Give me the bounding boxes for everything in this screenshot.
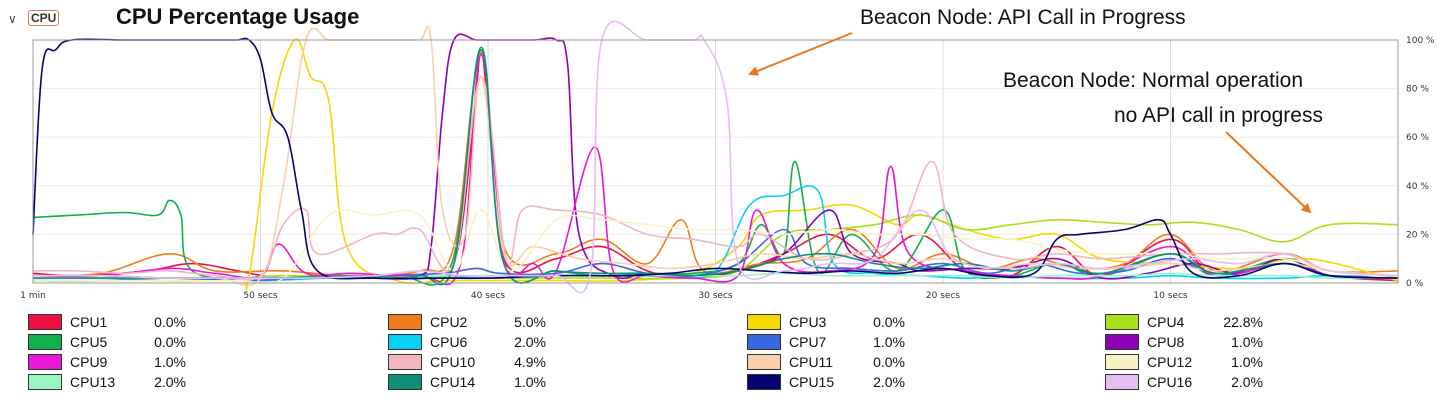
series-line-cpu10 xyxy=(32,75,1399,281)
axis-ticks: 1 min 50 secs 40 secs 30 secs 20 secs 10 secs… xyxy=(20,36,1435,301)
legend-item-cpu11[interactable]: CPU11 0.0% xyxy=(747,352,1087,372)
legend-value: 4.9% xyxy=(514,354,546,370)
x-tick-label: 20 secs xyxy=(926,291,960,301)
legend-name: CPU7 xyxy=(789,334,827,350)
legend-name: CPU16 xyxy=(1147,374,1193,390)
x-tick-label: 50 secs xyxy=(243,291,277,301)
legend-value: 1.0% xyxy=(154,354,186,370)
legend-item-cpu13[interactable]: CPU13 2.0% xyxy=(28,372,368,392)
legend-item-cpu2[interactable]: CPU2 5.0% xyxy=(388,312,728,332)
legend-item-cpu7[interactable]: CPU7 1.0% xyxy=(747,332,1087,352)
legend-name: CPU8 xyxy=(1147,334,1185,350)
legend-swatch xyxy=(28,354,62,370)
arrow-normal-operation xyxy=(1225,131,1312,214)
legend-swatch xyxy=(1105,354,1139,370)
legend-item-cpu4[interactable]: CPU4 22.8% xyxy=(1105,312,1445,332)
legend-name: CPU10 xyxy=(430,354,476,370)
legend-item-cpu15[interactable]: CPU15 2.0% xyxy=(747,372,1087,392)
legend-name: CPU15 xyxy=(789,374,835,390)
legend-swatch xyxy=(747,334,781,350)
legend-value: 2.0% xyxy=(1231,374,1263,390)
legend-item-cpu3[interactable]: CPU3 0.0% xyxy=(747,312,1087,332)
series-line-cpu16 xyxy=(32,20,1399,294)
legend-swatch xyxy=(28,334,62,350)
cpu-usage-chart: 1 min 50 secs 40 secs 30 secs 20 secs 10 secs… xyxy=(20,6,1435,301)
legend-swatch xyxy=(28,374,62,390)
legend-item-cpu14[interactable]: CPU14 1.0% xyxy=(388,372,728,392)
y-tick-label: 60 % xyxy=(1406,133,1429,143)
legend-name: CPU4 xyxy=(1147,314,1185,330)
y-tick-label: 20 % xyxy=(1406,230,1429,240)
legend-item-cpu10[interactable]: CPU10 4.9% xyxy=(388,352,728,372)
chart-title: CPU Percentage Usage xyxy=(116,4,360,29)
legend-swatch xyxy=(747,374,781,390)
y-tick-label: 100 % xyxy=(1406,36,1435,46)
legend-name: CPU3 xyxy=(789,314,827,330)
legend-name: CPU5 xyxy=(70,334,108,350)
legend-swatch xyxy=(1105,374,1139,390)
legend: CPU1 0.0% CPU2 5.0% CPU3 0.0% CPU4 22.8% CPU5 0.0… xyxy=(0,312,1456,400)
legend-value: 0.0% xyxy=(873,354,905,370)
legend-swatch xyxy=(747,314,781,330)
annotation-api-call: Beacon Node: API Call in Progress xyxy=(860,6,1186,29)
legend-item-cpu12[interactable]: CPU12 1.0% xyxy=(1105,352,1445,372)
legend-item-cpu1[interactable]: CPU1 0.0% xyxy=(28,312,368,332)
legend-name: CPU14 xyxy=(430,374,476,390)
x-tick-label: 1 min xyxy=(20,291,46,301)
legend-value: 22.8% xyxy=(1223,314,1263,330)
legend-value: 2.0% xyxy=(514,334,546,350)
chevron-down-icon[interactable]: ∨ xyxy=(8,12,17,26)
series-line-cpu9 xyxy=(32,53,1399,286)
annotations: Beacon Node: API Call in Progress Beacon… xyxy=(748,6,1323,214)
legend-name: CPU11 xyxy=(789,354,834,370)
legend-value: 0.0% xyxy=(154,334,186,350)
legend-item-cpu9[interactable]: CPU9 1.0% xyxy=(28,352,368,372)
legend-swatch xyxy=(747,354,781,370)
x-tick-label: 30 secs xyxy=(698,291,732,301)
legend-value: 0.0% xyxy=(154,314,186,330)
legend-value: 1.0% xyxy=(1231,334,1263,350)
y-tick-label: 80 % xyxy=(1406,85,1429,95)
legend-swatch xyxy=(1105,334,1139,350)
legend-name: CPU13 xyxy=(70,374,116,390)
legend-item-cpu8[interactable]: CPU8 1.0% xyxy=(1105,332,1445,352)
legend-swatch xyxy=(1105,314,1139,330)
legend-value: 2.0% xyxy=(154,374,186,390)
legend-swatch xyxy=(388,374,422,390)
legend-name: CPU1 xyxy=(70,314,108,330)
legend-value: 1.0% xyxy=(514,374,546,390)
x-tick-label: 40 secs xyxy=(471,291,505,301)
legend-swatch xyxy=(388,314,422,330)
annotation-normal-line1: Beacon Node: Normal operation xyxy=(1003,69,1303,92)
arrow-api-call xyxy=(748,32,853,76)
legend-value: 5.0% xyxy=(514,314,546,330)
legend-item-cpu16[interactable]: CPU16 2.0% xyxy=(1105,372,1445,392)
legend-name: CPU2 xyxy=(430,314,468,330)
series-layer xyxy=(32,20,1399,294)
series-line-cpu3 xyxy=(32,38,1399,291)
legend-swatch xyxy=(388,334,422,350)
legend-name: CPU6 xyxy=(430,334,468,350)
legend-item-cpu5[interactable]: CPU5 0.0% xyxy=(28,332,368,352)
x-tick-label: 10 secs xyxy=(1153,291,1187,301)
legend-name: CPU12 xyxy=(1147,354,1193,370)
legend-value: 2.0% xyxy=(873,374,905,390)
legend-value: 0.0% xyxy=(873,314,905,330)
legend-value: 1.0% xyxy=(873,334,905,350)
legend-swatch xyxy=(28,314,62,330)
y-tick-label: 0 % xyxy=(1406,279,1424,289)
chart-header: ∨ CPU CPU Percentage Usage xyxy=(0,0,1456,36)
plot-frame xyxy=(32,39,1399,284)
legend-item-cpu6[interactable]: CPU6 2.0% xyxy=(388,332,728,352)
cpu-badge: CPU xyxy=(28,10,60,26)
y-tick-label: 40 % xyxy=(1406,182,1429,192)
legend-swatch xyxy=(388,354,422,370)
legend-value: 1.0% xyxy=(1231,354,1263,370)
legend-name: CPU9 xyxy=(70,354,108,370)
annotation-normal-line2: no API call in progress xyxy=(1114,104,1323,127)
